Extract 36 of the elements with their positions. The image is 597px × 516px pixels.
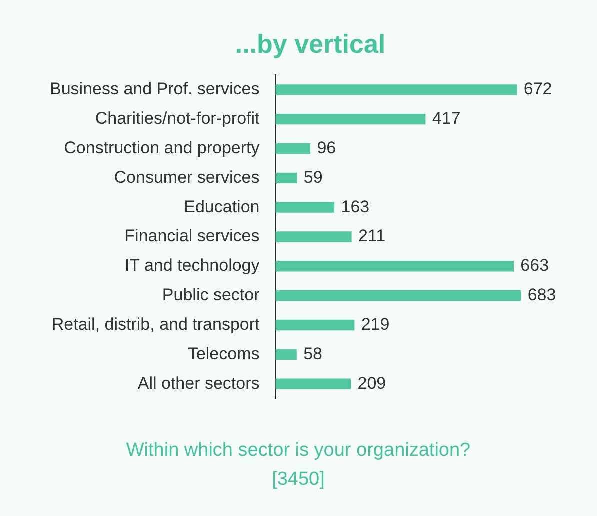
bar [276, 290, 522, 302]
bar [276, 378, 352, 390]
y-tick-label: IT and technology [124, 256, 260, 276]
data-label: 663 [520, 256, 550, 276]
data-label: 209 [358, 374, 386, 393]
y-tick-label: Telecoms [188, 344, 260, 364]
bar [276, 202, 335, 213]
data-label: 59 [304, 168, 323, 187]
data-label: 96 [317, 138, 336, 158]
bar [276, 232, 352, 242]
data-label: 58 [304, 344, 322, 364]
y-tick-label: All other sectors [138, 374, 260, 393]
y-tick-label: Charities/not-for-profit [95, 109, 260, 128]
y-tick-label: Consumer services [114, 168, 260, 187]
data-label: 672 [524, 80, 552, 99]
y-tick-label: Education [184, 197, 260, 216]
y-tick-label: Retail, distrib, and transport [52, 314, 260, 334]
data-label: 219 [361, 314, 390, 334]
bar [276, 320, 355, 331]
chart-title: ...by vertical [235, 28, 386, 59]
y-tick-label: Financial services [124, 226, 260, 246]
text: [3450] [271, 468, 326, 492]
bar [276, 143, 311, 154]
bar [276, 84, 518, 96]
bar [276, 114, 426, 125]
text: Within which sector is your organization? [125, 439, 472, 463]
y-tick-label: Construction and property [64, 138, 260, 158]
y-tick-label: Business and Prof. services [50, 80, 260, 99]
data-label: 683 [528, 286, 556, 305]
bar [276, 261, 514, 272]
bar [276, 349, 297, 360]
data-label: 417 [432, 109, 461, 128]
bar [276, 172, 298, 184]
data-label: 211 [358, 226, 386, 246]
y-tick-label: Public sector [162, 286, 260, 305]
data-label: 163 [341, 197, 370, 216]
